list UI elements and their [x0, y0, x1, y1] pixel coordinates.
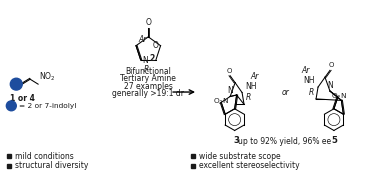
Text: Bifunctional: Bifunctional: [126, 67, 171, 76]
Circle shape: [10, 78, 22, 90]
Text: mild conditions: mild conditions: [15, 152, 74, 161]
Text: or: or: [281, 88, 289, 97]
Text: 1 or 4: 1 or 4: [10, 94, 35, 103]
Text: structural diversity: structural diversity: [15, 161, 89, 170]
Text: Tertiary Amine: Tertiary Amine: [120, 74, 176, 83]
Text: O: O: [146, 18, 151, 26]
Text: N: N: [227, 87, 233, 95]
Text: Ar: Ar: [250, 72, 258, 81]
Text: NH: NH: [245, 82, 257, 91]
Text: = 2 or 7-indolyl: = 2 or 7-indolyl: [19, 103, 77, 109]
Text: O$_2$N: O$_2$N: [213, 97, 229, 108]
Text: R: R: [246, 93, 251, 102]
Text: O: O: [227, 68, 232, 74]
Text: Ar: Ar: [138, 35, 146, 44]
Text: NO$_2$: NO$_2$: [39, 71, 56, 83]
Text: R: R: [309, 88, 314, 97]
Text: R: R: [144, 65, 149, 74]
Text: O: O: [328, 62, 334, 68]
Text: NH: NH: [303, 76, 315, 85]
Text: N: N: [327, 81, 333, 90]
Text: O$_2$N: O$_2$N: [331, 92, 347, 102]
Text: O: O: [153, 41, 159, 50]
Circle shape: [6, 101, 16, 111]
Text: 2: 2: [150, 53, 155, 63]
Text: generally >19:1 dr: generally >19:1 dr: [112, 89, 184, 98]
Text: N: N: [143, 56, 149, 64]
Text: up to 92% yield, 96% ee: up to 92% yield, 96% ee: [238, 137, 331, 146]
Text: 5: 5: [331, 136, 337, 145]
Text: Ar: Ar: [302, 66, 310, 75]
Text: wide substrate scope: wide substrate scope: [199, 152, 280, 161]
Text: 27 examples: 27 examples: [124, 82, 173, 91]
Text: 3: 3: [234, 136, 240, 145]
Text: excellent stereoselectivity: excellent stereoselectivity: [199, 161, 300, 170]
